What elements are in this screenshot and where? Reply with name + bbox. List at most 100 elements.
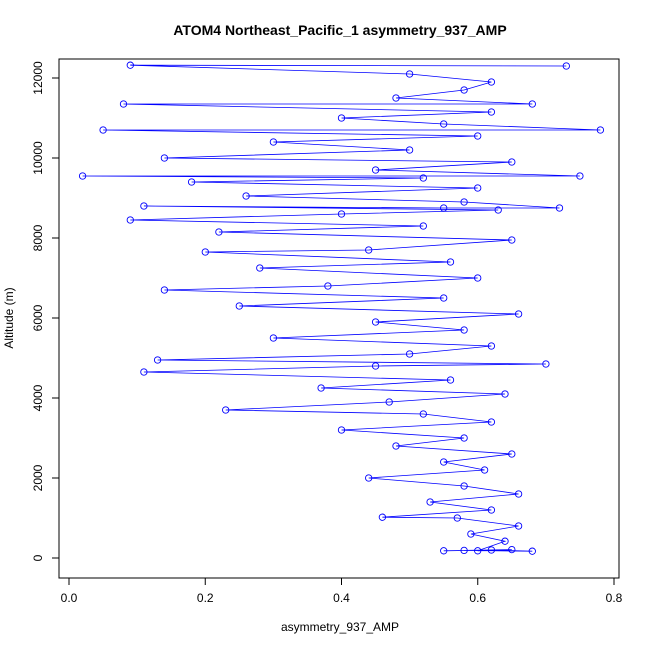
data-point	[474, 274, 482, 282]
series-line	[82, 64, 601, 552]
data-point	[487, 506, 496, 514]
data-point	[126, 61, 134, 69]
data-layer	[78, 61, 605, 555]
data-point	[562, 62, 570, 70]
data-point	[487, 342, 496, 350]
data-point	[480, 466, 489, 474]
data-point	[371, 362, 380, 370]
data-point	[426, 498, 434, 506]
data-point	[528, 547, 536, 555]
data-point	[576, 172, 584, 180]
data-point	[460, 482, 468, 490]
data-point	[269, 334, 278, 342]
data-point	[487, 546, 496, 554]
data-point	[222, 406, 230, 414]
data-point	[440, 294, 448, 302]
x-tick-label: 0.6	[469, 591, 486, 605]
y-tick-label: 6000	[31, 304, 45, 331]
x-tick-label: 0.0	[61, 591, 78, 605]
data-point	[508, 545, 516, 554]
data-point	[555, 204, 564, 212]
data-point	[453, 514, 461, 522]
data-point	[467, 530, 475, 538]
data-point	[446, 258, 455, 266]
data-point	[371, 166, 380, 174]
data-point	[508, 236, 516, 244]
data-point	[256, 264, 264, 272]
x-tick-label: 0.8	[606, 591, 623, 605]
data-point	[514, 522, 523, 530]
data-point	[474, 547, 482, 555]
data-point	[153, 356, 162, 364]
data-point	[269, 138, 278, 146]
data-point	[440, 204, 448, 212]
data-point	[187, 178, 196, 186]
data-point	[160, 154, 169, 162]
data-point	[215, 228, 223, 236]
data-point	[337, 114, 346, 122]
data-point	[378, 513, 387, 521]
data-point	[392, 442, 400, 450]
data-point	[474, 132, 482, 140]
data-point	[242, 192, 250, 200]
data-point	[501, 390, 509, 398]
data-point	[78, 172, 87, 180]
y-tick-label: 2000	[31, 464, 45, 491]
data-point	[460, 326, 468, 334]
data-point	[365, 474, 373, 482]
data-point	[201, 248, 209, 256]
data-point	[337, 210, 346, 218]
plot-frame	[58, 58, 620, 579]
y-tick-label: 8000	[31, 224, 45, 251]
data-point	[460, 546, 468, 555]
data-point	[405, 350, 414, 358]
y-tick-label: 10000	[31, 141, 45, 175]
y-tick-label: 12000	[31, 61, 45, 95]
data-point	[119, 100, 128, 108]
data-point	[508, 158, 516, 166]
data-point	[440, 458, 448, 466]
data-point	[324, 282, 332, 290]
x-tick-label: 0.2	[197, 591, 214, 605]
x-tick-label: 0.4	[333, 591, 350, 605]
data-point	[508, 450, 516, 458]
data-point	[446, 376, 455, 384]
data-point	[99, 126, 107, 134]
data-point	[337, 426, 346, 434]
y-tick-label: 0	[31, 554, 45, 561]
chart-title: ATOM4 Northeast_Pacific_1 asymmetry_937_…	[173, 22, 506, 38]
data-point	[460, 198, 468, 206]
data-point	[487, 418, 496, 426]
data-point	[487, 108, 496, 116]
data-point	[460, 86, 468, 94]
data-point	[419, 222, 427, 230]
data-point	[528, 100, 536, 108]
data-point	[405, 146, 414, 154]
data-point	[487, 78, 496, 86]
data-point	[440, 547, 448, 555]
data-point	[474, 184, 482, 192]
data-point	[392, 94, 400, 102]
data-point	[140, 368, 148, 376]
data-point	[501, 537, 509, 545]
data-point	[126, 216, 134, 224]
x-axis: 0.0 0.2 0.4 0.6 0.8	[61, 577, 623, 605]
data-point	[405, 70, 414, 78]
data-point	[365, 246, 373, 254]
data-point	[542, 360, 550, 368]
data-point	[596, 126, 605, 134]
data-point	[160, 286, 169, 294]
data-point	[460, 434, 468, 442]
data-point	[419, 410, 427, 418]
y-axis: 0 2000 4000 6000 8000 10000 12000	[31, 61, 60, 561]
data-point	[385, 398, 393, 406]
y-tick-label: 4000	[31, 384, 45, 411]
x-axis-label: asymmetry_937_AMP	[281, 620, 399, 634]
data-point	[494, 206, 502, 214]
data-point	[317, 384, 325, 392]
data-point	[514, 490, 523, 498]
data-point	[440, 120, 448, 128]
data-point	[235, 302, 243, 310]
data-point	[419, 174, 427, 182]
